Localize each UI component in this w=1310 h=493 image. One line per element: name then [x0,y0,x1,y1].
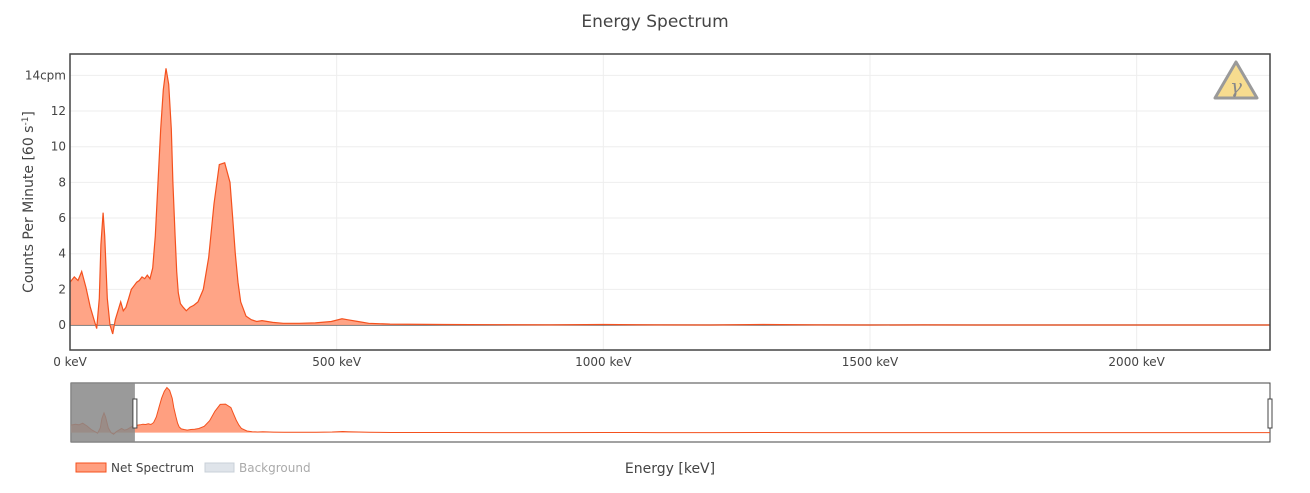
y-tick-label: 8 [58,175,66,189]
legend-swatch-background [204,462,235,473]
range-slider-mask-left [71,383,135,442]
gridlines [70,54,1270,350]
x-tick-label: 0 keV [53,355,87,369]
net-spectrum-line [69,68,1270,335]
y-tick-label: 12 [51,104,66,118]
warning-triangle-shape [1213,60,1259,100]
legend-label-background: Background [239,461,311,475]
x-tick-label: 500 keV [312,355,362,369]
y-tick-label: 6 [58,211,66,225]
x-axis-label: Energy [keV] [625,461,715,477]
gamma-radiation-warning-icon: γ [1213,60,1259,100]
legend-item-background[interactable]: Background [204,461,311,475]
y-tick-label: 10 [51,140,66,154]
x-tick-label: 2000 keV [1108,355,1165,369]
range-slider-handle-left[interactable] [132,398,138,429]
range-slider-frame [70,382,1271,443]
plot-area[interactable] [69,53,1271,351]
y-axis-label-end: ] [21,111,37,116]
legend: Net Spectrum Background [75,461,311,475]
y-axis-label-main: Counts Per Minute [60 s [21,126,37,293]
x-axis-ticks: 0 keV 500 keV 1000 keV 1500 keV 2000 keV [53,355,1165,369]
y-axis-label: Counts Per Minute [60 s-1] [21,111,37,293]
x-tick-label: 1000 keV [575,355,632,369]
range-slider[interactable] [70,382,1273,443]
net-spectrum-area [70,68,1270,335]
net-spectrum-series [69,68,1270,335]
y-tick-label: 14cpm [25,68,66,82]
x-tick-label: 1500 keV [842,355,899,369]
legend-label-net-spectrum: Net Spectrum [111,461,194,475]
y-axis-ticks: 0 2 4 6 8 10 12 14cpm [25,68,66,332]
gamma-symbol: γ [1230,74,1242,98]
y-tick-label: 4 [58,247,66,261]
legend-item-net-spectrum[interactable]: Net Spectrum [75,461,194,475]
legend-swatch-net-spectrum [75,462,107,473]
y-tick-label: 0 [58,318,66,332]
y-axis-label-superscript: -1 [21,117,31,126]
chart-title: Energy Spectrum [581,12,728,32]
range-slider-handle-right[interactable] [1267,398,1273,429]
y-tick-label: 2 [58,282,66,296]
